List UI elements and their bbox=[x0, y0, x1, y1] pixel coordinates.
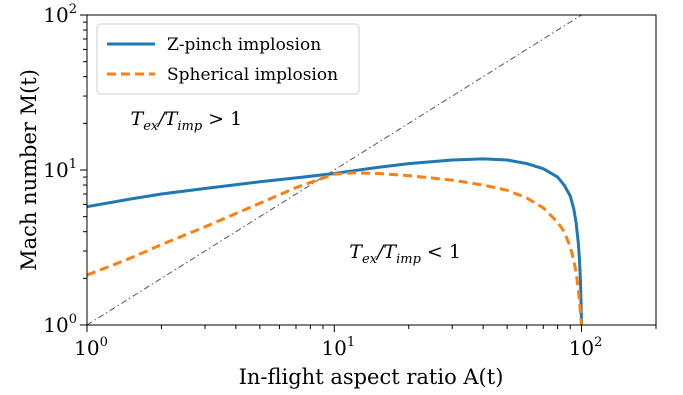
legend-label-z-pinch: Z-pinch implosion bbox=[167, 35, 321, 55]
x-tick-label: 102 bbox=[569, 335, 603, 360]
annotation-upper: Tex/Timp > 1 bbox=[131, 108, 243, 134]
x-tick-label: 101 bbox=[321, 335, 355, 360]
legend-box bbox=[96, 23, 360, 95]
legend: Z-pinch implosion Spherical implosion bbox=[96, 23, 360, 95]
reference-diagonal-line bbox=[86, 14, 582, 326]
y-tick-label: 100 bbox=[43, 312, 77, 337]
y-tick-label: 102 bbox=[43, 2, 77, 27]
y-tick-label: 101 bbox=[43, 157, 77, 182]
series-line-spherical bbox=[86, 171, 584, 326]
ticks-layer: 100 101 102 100 101 102 bbox=[43, 2, 657, 360]
x-axis-label: In-flight aspect ratio A(t) bbox=[239, 365, 504, 389]
series-layer bbox=[86, 157, 584, 326]
legend-label-spherical: Spherical implosion bbox=[167, 65, 338, 85]
plot-frame bbox=[86, 14, 657, 326]
x-tick-label: 100 bbox=[74, 335, 108, 360]
y-axis-label: Mach number M(t) bbox=[17, 69, 41, 271]
annotation-lower: Tex/Timp < 1 bbox=[349, 241, 461, 267]
series-line-z-pinch bbox=[86, 157, 584, 326]
